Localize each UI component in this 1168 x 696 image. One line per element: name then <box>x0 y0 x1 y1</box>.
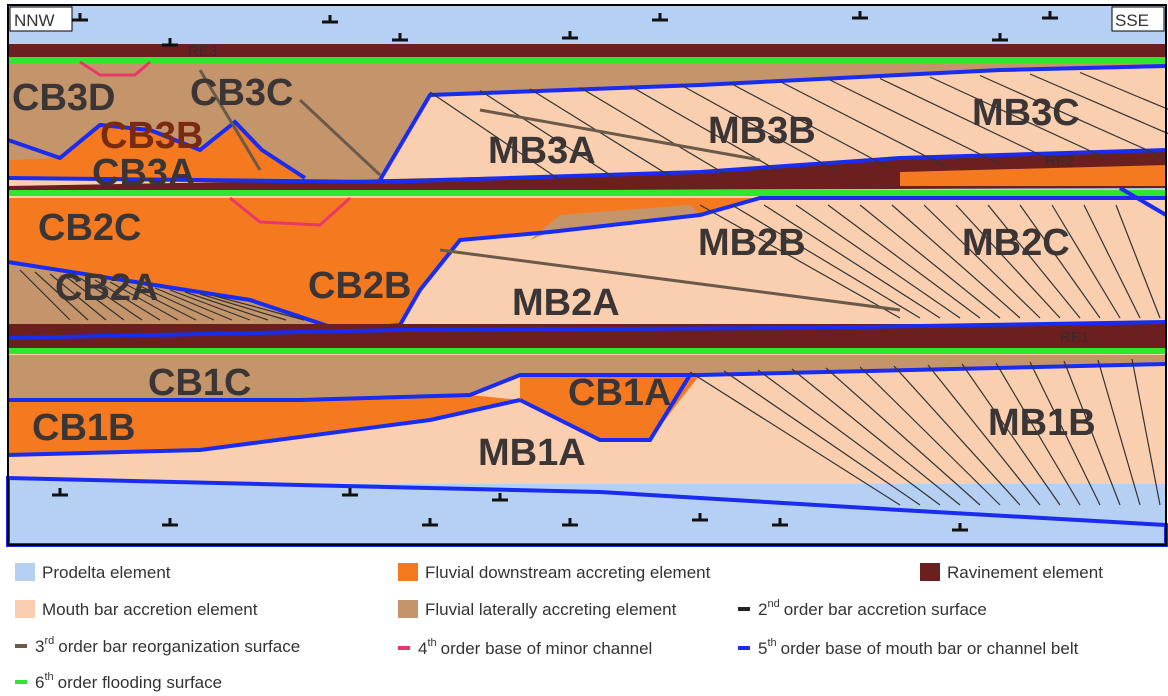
element-label: CB3A <box>92 152 195 194</box>
element-label: MB1A <box>478 432 586 474</box>
ordinal-suffix: th <box>44 671 53 683</box>
ordinal: 6 <box>35 673 44 692</box>
legend-text: order bar reorganization surface <box>58 637 300 656</box>
legend-label: 5th order base of mouth bar or channel be… <box>758 637 1079 658</box>
element-label: MB1B <box>988 402 1096 444</box>
legend-label: Fluvial downstream accreting element <box>425 563 711 582</box>
legend-text: order bar accretion surface <box>784 600 987 619</box>
element-label: MB2C <box>962 222 1070 264</box>
ordinal: 2 <box>758 600 767 619</box>
legend-text: order flooding surface <box>58 673 222 692</box>
legend-label: 3rd order bar reorganization surface <box>35 635 300 656</box>
legend-swatch <box>398 563 418 581</box>
surface-label: RE2 <box>1045 153 1074 170</box>
ordinal: 5 <box>758 639 767 658</box>
section: NNW SSE <box>8 5 1168 545</box>
element-label: MB3C <box>972 92 1080 134</box>
legend-swatch <box>15 563 35 581</box>
ordinal: 3 <box>35 637 44 656</box>
legend-text: order base of mouth bar or channel belt <box>781 639 1079 658</box>
diagram: NNW SSE Prodelta element Fluvial downstre… <box>0 0 1168 696</box>
legend-text: Mouth bar accretion element <box>42 600 258 619</box>
legend-label: 4th order base of minor channel <box>418 637 652 658</box>
legend: Prodelta element Fluvial downstream accre… <box>15 563 1103 692</box>
element-label: CB2B <box>308 265 411 307</box>
legend-label: Mouth bar accretion element <box>42 600 258 619</box>
element-label: CB2C <box>38 207 141 249</box>
element-label: CB3D <box>12 77 115 119</box>
ordinal-suffix: nd <box>767 598 779 610</box>
element-label: MB2B <box>698 222 806 264</box>
element-label: CB3C <box>190 72 293 114</box>
ordinal-suffix: th <box>427 637 436 649</box>
ordinal-suffix: rd <box>44 635 54 647</box>
legend-swatch <box>398 600 418 618</box>
legend-label: Ravinement element <box>947 563 1103 582</box>
legend-label: 2nd order bar accretion surface <box>758 598 987 619</box>
legend-text: Fluvial laterally accreting element <box>425 600 677 619</box>
element-label: CB1C <box>148 362 251 404</box>
legend-text: Fluvial downstream accreting element <box>425 563 711 582</box>
legend-label: Fluvial laterally accreting element <box>425 600 677 619</box>
element-label: CB1A <box>568 372 671 414</box>
orientation-left: NNW <box>14 11 55 30</box>
element-label: MB3B <box>708 110 816 152</box>
orientation-right: SSE <box>1115 11 1149 30</box>
legend-text: Ravinement element <box>947 563 1103 582</box>
legend-text: Prodelta element <box>42 563 171 582</box>
element-label: MB2A <box>512 282 620 324</box>
legend-swatch <box>15 600 35 618</box>
surface-label: RE1 <box>1060 329 1089 346</box>
element-label: CB3B <box>100 115 203 157</box>
ordinal-suffix: th <box>767 637 776 649</box>
legend-label: 6th order flooding surface <box>35 671 222 692</box>
element-label: MB3A <box>488 130 596 172</box>
surface-label: RE3 <box>188 43 217 60</box>
legend-swatch <box>920 563 940 581</box>
legend-label: Prodelta element <box>42 563 171 582</box>
ordinal: 4 <box>418 639 427 658</box>
element-label: CB1B <box>32 407 135 449</box>
legend-text: order base of minor channel <box>441 639 653 658</box>
element-label: CB2A <box>55 267 158 309</box>
